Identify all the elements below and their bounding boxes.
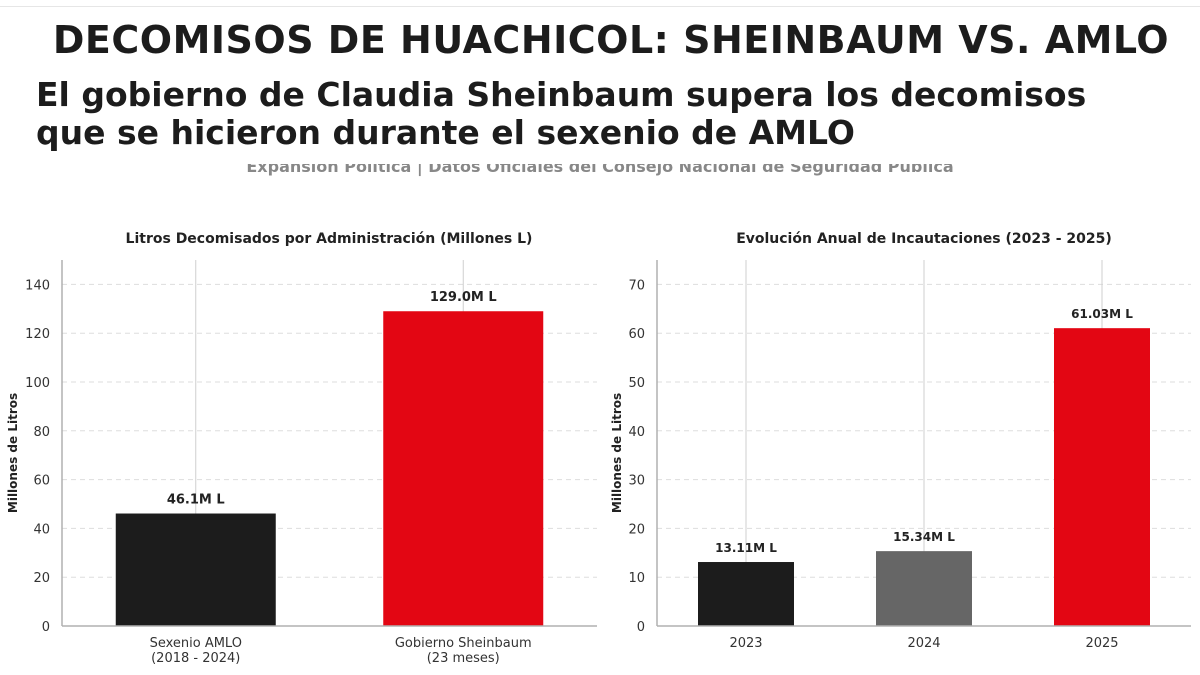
data-label: 13.11M L: [715, 541, 777, 555]
main-title: DECOMISOS DE HUACHICOL: SHEINBAUM VS. AM…: [52, 18, 1170, 62]
data-label: 15.34M L: [893, 530, 955, 544]
y-tick-label: 60: [33, 474, 50, 489]
bar: [115, 513, 276, 626]
x-tick-label: 2025: [1085, 636, 1118, 651]
x-tick-label: 2023: [729, 636, 762, 651]
chart-title: Evolución Anual de Incautaciones (2023 -…: [736, 231, 1112, 247]
y-tick-label: 40: [33, 522, 50, 537]
y-tick-label: 140: [25, 278, 50, 293]
y-tick-label: 0: [637, 620, 645, 635]
y-tick-label: 120: [25, 327, 50, 342]
data-label: 129.0M L: [430, 290, 497, 305]
chart-litros-por-administracion: Litros Decomisados por Administración (M…: [6, 231, 597, 666]
y-tick-label: 70: [628, 278, 645, 293]
y-axis-label: Millones de Litros: [610, 393, 624, 513]
y-tick-label: 20: [628, 522, 645, 537]
subtitle-line-2: que se hicieron durante el sexenio de AM…: [36, 113, 855, 152]
x-tick-label: Sexenio AMLO: [150, 636, 242, 651]
y-tick-label: 0: [42, 620, 50, 635]
chart-title: Litros Decomisados por Administración (M…: [126, 231, 533, 247]
y-axis-label: Millones de Litros: [6, 393, 20, 513]
top-divider: [0, 6, 1200, 7]
chart-evolucion-anual: Evolución Anual de Incautaciones (2023 -…: [610, 231, 1191, 651]
x-tick-label: 2024: [907, 636, 940, 651]
bar: [1054, 328, 1150, 626]
x-tick-label: Gobierno Sheinbaum: [395, 636, 532, 651]
bar: [876, 551, 972, 626]
bar: [698, 562, 794, 626]
bar: [383, 311, 544, 626]
y-tick-label: 20: [33, 571, 50, 586]
x-tick-label: (23 meses): [427, 651, 500, 666]
source-note: Expansión Política | Datos Oficiales del…: [0, 164, 1200, 178]
y-tick-label: 80: [33, 425, 50, 440]
subtitle: El gobierno de Claudia Sheinbaum supera …: [36, 76, 1156, 152]
y-tick-label: 100: [25, 376, 50, 391]
y-tick-label: 30: [628, 474, 645, 489]
data-label: 46.1M L: [167, 493, 225, 508]
source-text: Expansión Política | Datos Oficiales del…: [246, 164, 954, 176]
y-tick-label: 60: [628, 327, 645, 342]
y-tick-label: 10: [628, 571, 645, 586]
y-tick-label: 50: [628, 376, 645, 391]
x-tick-label: (2018 - 2024): [151, 651, 240, 666]
y-tick-label: 40: [628, 425, 645, 440]
data-label: 61.03M L: [1071, 307, 1133, 321]
subtitle-line-1: El gobierno de Claudia Sheinbaum supera …: [36, 75, 1087, 114]
